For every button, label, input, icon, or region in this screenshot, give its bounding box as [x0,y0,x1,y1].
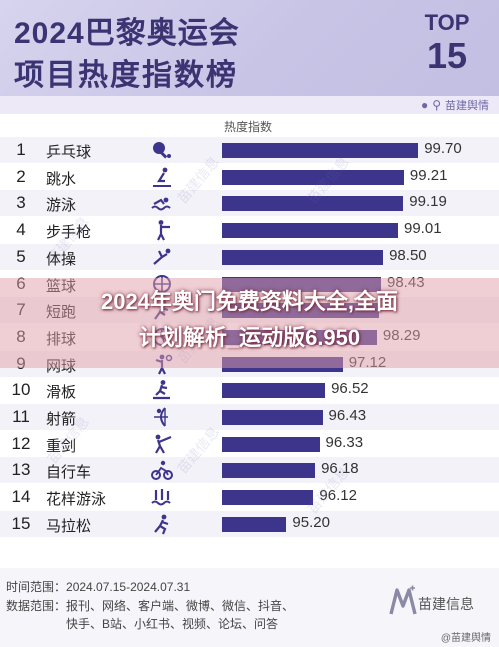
brand-strip [0,96,499,114]
time-range-value: 2024.07.15-2024.07.31 [66,580,191,594]
value-label: 96.43 [328,407,367,424]
bar [222,249,384,265]
rank-label: 5 [16,246,26,266]
chart-row: 4 步手枪 99.01 [0,217,499,243]
value-label: 96.52 [331,380,369,398]
search-icon: ⚲ [432,98,441,112]
bar [222,196,404,212]
rank-label: 10 [11,380,31,400]
chart-row: 13 自行车 96.18 [0,457,499,484]
brand-tag: ● ⚲ 苗建舆情 [421,96,489,114]
value-label: 99.19 [409,193,447,211]
chart-axis-title: 热度指数 [224,120,273,134]
bar [222,223,398,239]
top-label: TOP [424,10,470,35]
rank-label: 2 [16,166,26,186]
time-range: 时间范围：2024.07.15-2024.07.31 [6,578,190,595]
gymnastics-icon [150,246,174,268]
header-banner: 2024巴黎奥运会 项目热度指数榜 TOP 15 [0,0,499,96]
category-label: 体操 [46,250,77,268]
data-range-label: 数据范围： [6,599,67,613]
rank-label: 12 [11,433,31,453]
chart-row: 14 花样游泳 96.12 [0,484,499,510]
chart-row: 12 重剑 96.33 [0,431,499,457]
rank-label: 15 [11,513,31,533]
chart-row: 11 射箭 96.43 [0,404,499,430]
rank-label: 4 [16,220,26,240]
value-label: 99.21 [409,166,448,184]
fencing-icon [150,433,174,455]
chart-row: 3 游泳 99.19 [0,190,499,217]
category-label: 游泳 [46,197,77,215]
brand-logo-text: 苗建信息 [418,596,474,612]
value-label: 96.33 [325,433,364,451]
table-tennis-icon [150,139,174,161]
data-range-line-1: 报刊、网络、客户端、微博、微信、抖音、 [66,599,295,613]
value-label: 96.18 [321,460,359,478]
data-range: 数据范围：报刊、网络、客户端、微博、微信、抖音、 [6,597,294,614]
category-label: 乒乓球 [46,144,92,161]
diving-icon [150,166,174,188]
rank-label: 1 [16,140,26,159]
bar [222,143,419,158]
bar [222,410,323,425]
category-label: 重剑 [46,437,77,455]
archery-icon [150,406,174,428]
bar [222,516,287,532]
credit-text: @苗建舆情 [440,633,491,644]
top-badge: TOP 15 [417,10,477,76]
chart-row: 15 马拉松 95.20 [0,510,499,537]
chart-row: 2 跳水 99.21 [0,164,499,190]
data-range-line-2: 快手、B站、小红书、视频、论坛、问答 [66,617,279,631]
brand-name: 苗建舆情 [445,100,489,112]
value-label: 99.70 [424,140,462,157]
brand-logo-icon [388,584,418,618]
category-label: 自行车 [46,464,92,482]
bar [222,490,314,506]
artistic-swimming-icon [150,486,174,508]
value-label: 95.20 [292,513,330,531]
rank-label: 3 [16,193,26,213]
page-subtitle: 项目热度指数榜 [14,59,238,92]
category-label: 跳水 [46,170,77,188]
category-label: 滑板 [46,384,77,402]
value-label: 96.12 [319,487,357,505]
category-label: 射箭 [46,411,77,428]
bar [222,169,404,185]
chart-row: 5 体操 98.50 [0,243,499,270]
bar [222,436,320,452]
top-number: 15 [426,35,468,76]
chart-row: 10 滑板 96.52 [0,377,499,403]
rank-label: 14 [11,487,31,507]
bar [222,383,326,399]
value-label: 99.01 [404,220,442,238]
rank-label: 11 [12,407,30,426]
marathon-icon [150,513,174,535]
wechat-icon: ● [420,98,429,112]
category-label: 步手枪 [46,224,92,242]
skateboard-icon [150,379,174,401]
bar [222,463,316,479]
footer [0,568,499,647]
overlay-line-2: 计划解析_运动版6.950 [138,325,361,350]
time-range-label: 时间范围： [6,580,67,594]
category-label: 马拉松 [46,517,92,535]
overlay-banner [0,278,499,368]
cycling-icon [150,459,174,481]
category-label: 花样游泳 [46,491,107,509]
rank-label: 13 [11,460,31,480]
shooting-icon [150,219,174,241]
overlay-text: 2024年奥门免费资料大全,全面 计划解析_运动版6.950 [0,284,499,356]
overlay-line-1: 2024年奥门免费资料大全,全面 [100,289,399,314]
page-title: 2024巴黎奥运会 [14,17,240,50]
swimming-icon [150,192,174,214]
value-label: 98.50 [389,246,427,264]
chart-row: 1 乒乓球 99.70 [0,137,499,163]
